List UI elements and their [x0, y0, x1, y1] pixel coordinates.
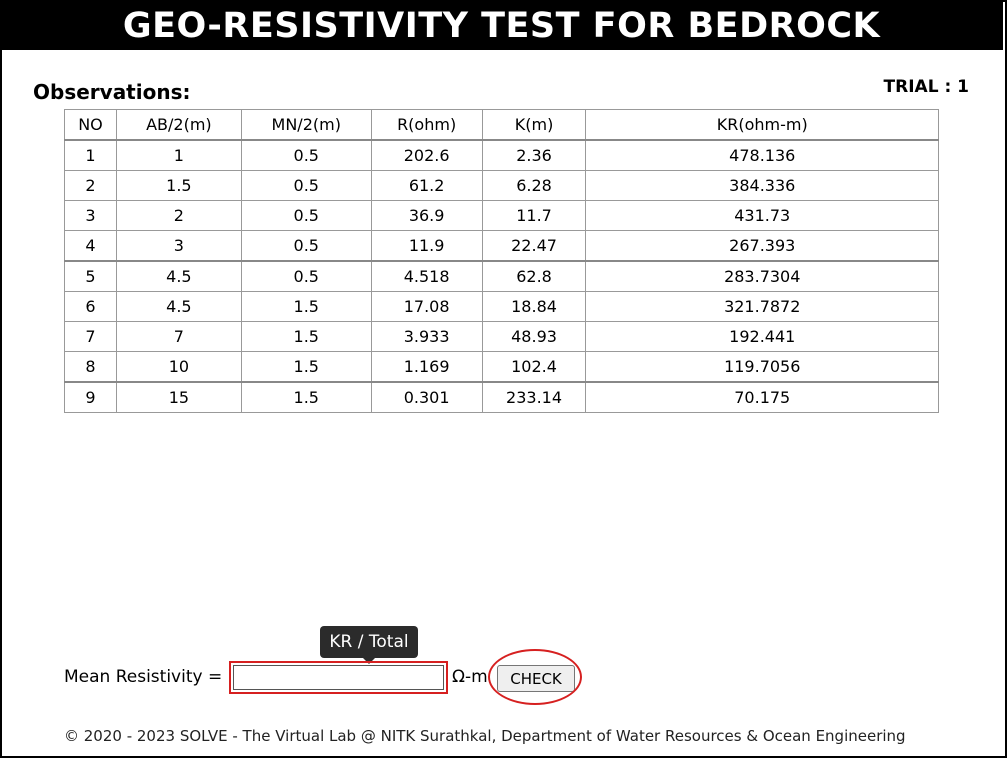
cell-no: 4: [64, 230, 117, 262]
cell-no: 7: [64, 321, 117, 352]
table-row: 4 3 0.5 11.9 22.47 267.393: [64, 230, 939, 262]
cell-no: 1: [64, 139, 117, 171]
cell-r: 4.518: [370, 260, 483, 292]
cell-k: 6.28: [481, 170, 587, 201]
column-header-no: NO: [64, 109, 117, 141]
cell-kr: 119.7056: [585, 351, 939, 383]
cell-mn2: 0.5: [240, 230, 372, 262]
cell-no: 2: [64, 170, 117, 201]
observations-heading: Observations:: [33, 80, 191, 104]
table-row: 3 2 0.5 36.9 11.7 431.73: [64, 200, 939, 231]
cell-mn2: 0.5: [240, 139, 372, 171]
cell-ab2: 2: [115, 200, 242, 231]
table-row: 2 1.5 0.5 61.2 6.28 384.336: [64, 170, 939, 201]
column-header-kr: KR(ohm-m): [585, 109, 939, 141]
hint-tooltip: KR / Total: [320, 626, 418, 664]
cell-mn2: 1.5: [240, 291, 372, 322]
unit-label: Ω-m: [452, 667, 488, 687]
cell-k: 233.14: [481, 381, 587, 413]
cell-ab2: 4.5: [115, 260, 242, 292]
cell-k: 11.7: [481, 200, 587, 231]
cell-kr: 70.175: [585, 381, 939, 413]
cell-r: 36.9: [370, 200, 483, 231]
cell-r: 202.6: [370, 139, 483, 171]
cell-no: 9: [64, 381, 117, 413]
cell-k: 48.93: [481, 321, 587, 352]
mean-resistivity-label: Mean Resistivity =: [64, 667, 223, 687]
cell-r: 61.2: [370, 170, 483, 201]
cell-ab2: 4.5: [115, 291, 242, 322]
cell-kr: 267.393: [585, 230, 939, 262]
table-row: 7 7 1.5 3.933 48.93 192.441: [64, 321, 939, 352]
trial-label: TRIAL : 1: [883, 77, 969, 97]
observations-table: NO AB/2(m) MN/2(m) R(ohm) K(m) KR(ohm-m)…: [64, 109, 939, 413]
column-header-mn2: MN/2(m): [240, 109, 372, 141]
cell-no: 3: [64, 200, 117, 231]
cell-mn2: 1.5: [240, 381, 372, 413]
cell-kr: 384.336: [585, 170, 939, 201]
cell-kr: 478.136: [585, 139, 939, 171]
table-row: 9 15 1.5 0.301 233.14 70.175: [64, 381, 939, 413]
cell-kr: 283.7304: [585, 260, 939, 292]
table-header-row: NO AB/2(m) MN/2(m) R(ohm) K(m) KR(ohm-m): [64, 109, 939, 141]
check-button[interactable]: CHECK: [497, 665, 575, 692]
cell-r: 17.08: [370, 291, 483, 322]
table-row: 6 4.5 1.5 17.08 18.84 321.7872: [64, 291, 939, 322]
mean-resistivity-input[interactable]: [233, 665, 444, 690]
cell-no: 6: [64, 291, 117, 322]
column-header-r: R(ohm): [370, 109, 483, 141]
cell-k: 102.4: [481, 351, 587, 383]
cell-r: 11.9: [370, 230, 483, 262]
cell-r: 3.933: [370, 321, 483, 352]
cell-mn2: 1.5: [240, 321, 372, 352]
footer-copyright: © 2020 - 2023 SOLVE - The Virtual Lab @ …: [64, 727, 906, 745]
page-title: GEO-RESISTIVITY TEST FOR BEDROCK: [0, 0, 1003, 50]
cell-ab2: 3: [115, 230, 242, 262]
table-row: 5 4.5 0.5 4.518 62.8 283.7304: [64, 260, 939, 292]
cell-mn2: 0.5: [240, 260, 372, 292]
cell-k: 62.8: [481, 260, 587, 292]
cell-kr: 192.441: [585, 321, 939, 352]
cell-ab2: 15: [115, 381, 242, 413]
cell-no: 5: [64, 260, 117, 292]
cell-k: 18.84: [481, 291, 587, 322]
cell-ab2: 1.5: [115, 170, 242, 201]
cell-mn2: 0.5: [240, 200, 372, 231]
cell-ab2: 10: [115, 351, 242, 383]
cell-mn2: 0.5: [240, 170, 372, 201]
cell-r: 1.169: [370, 351, 483, 383]
cell-ab2: 7: [115, 321, 242, 352]
cell-kr: 431.73: [585, 200, 939, 231]
cell-ab2: 1: [115, 139, 242, 171]
column-header-k: K(m): [481, 109, 587, 141]
cell-k: 22.47: [481, 230, 587, 262]
table-row: 8 10 1.5 1.169 102.4 119.7056: [64, 351, 939, 383]
column-header-ab2: AB/2(m): [115, 109, 242, 141]
cell-no: 8: [64, 351, 117, 383]
table-row: 1 1 0.5 202.6 2.36 478.136: [64, 139, 939, 171]
cell-k: 2.36: [481, 139, 587, 171]
mean-resistivity-highlight: [229, 661, 448, 694]
cell-mn2: 1.5: [240, 351, 372, 383]
cell-kr: 321.7872: [585, 291, 939, 322]
cell-r: 0.301: [370, 381, 483, 413]
